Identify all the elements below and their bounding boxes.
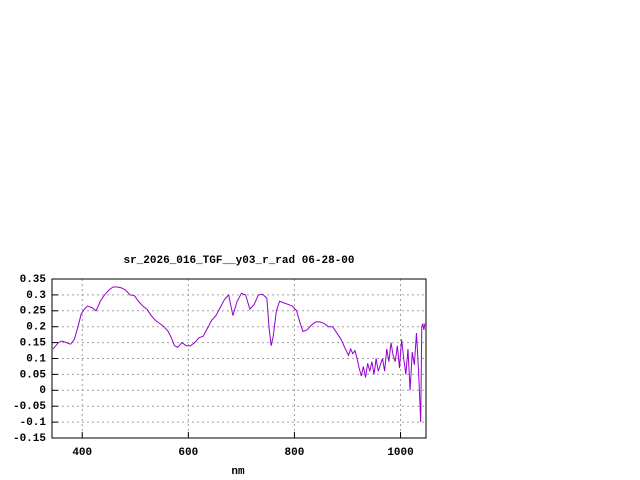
x-tick-label: 800	[285, 447, 305, 459]
chart-title: sr_2026_016_TGF__y03_r_rad 06-28-00	[123, 255, 354, 267]
x-tick-label: 400	[72, 447, 92, 459]
y-tick-label: 0.15	[20, 338, 47, 350]
y-tick-label: -0.05	[13, 401, 46, 413]
y-tick-label: 0.25	[20, 306, 47, 318]
y-tick-label: 0.35	[20, 274, 47, 286]
y-tick-label: -0.1	[20, 417, 47, 429]
data-line	[52, 286, 426, 423]
y-tick-label: 0.1	[26, 353, 46, 365]
x-tick-label: 600	[178, 447, 198, 459]
x-axis-label: nm	[231, 466, 245, 478]
y-tick-label: 0.2	[26, 322, 46, 334]
y-tick-label: -0.15	[13, 433, 46, 445]
x-tick-label: 1000	[387, 447, 413, 459]
y-tick-label: 0.3	[26, 290, 46, 302]
y-tick-label: 0	[39, 385, 46, 397]
y-tick-label: 0.05	[20, 369, 47, 381]
plot-frame	[51, 278, 427, 439]
